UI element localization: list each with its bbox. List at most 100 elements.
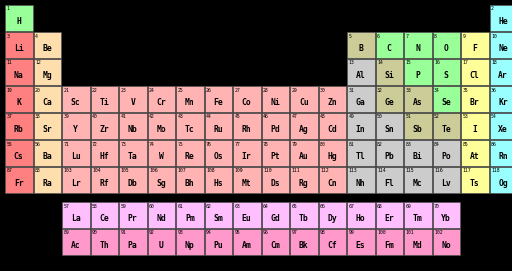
Bar [62,229,90,255]
Bar [91,229,118,255]
Bar [5,59,32,85]
Text: 17: 17 [462,60,468,66]
Text: Cr: Cr [156,98,166,107]
Text: 81: 81 [349,141,354,147]
Text: 101: 101 [406,231,414,235]
Text: Y: Y [73,125,78,134]
Text: 87: 87 [7,169,12,173]
Bar [433,202,460,228]
Text: Bi: Bi [413,152,422,162]
Bar [404,202,432,228]
Bar [91,202,118,228]
Text: I: I [472,125,477,134]
Text: 14: 14 [377,60,383,66]
Bar [119,140,146,166]
Bar [318,202,346,228]
Text: La: La [71,214,80,223]
Text: In: In [356,125,366,134]
Bar [233,202,261,228]
Text: 85: 85 [462,141,468,147]
Text: Ts: Ts [470,179,480,188]
Bar [318,140,346,166]
Text: As: As [413,98,422,107]
Text: Sn: Sn [385,125,394,134]
Bar [33,140,61,166]
Text: Os: Os [214,152,223,162]
Text: O: O [444,44,449,53]
Bar [375,113,403,139]
Text: Og: Og [498,179,508,188]
Text: Md: Md [413,241,422,250]
Bar [204,113,232,139]
Text: Rn: Rn [498,152,508,162]
Text: 114: 114 [377,169,386,173]
Text: Np: Np [185,241,195,250]
Text: 21: 21 [63,88,69,92]
Text: Br: Br [470,98,480,107]
Text: 51: 51 [406,115,411,120]
Bar [461,140,488,166]
Bar [62,140,90,166]
Bar [433,229,460,255]
Text: Po: Po [441,152,451,162]
Text: Hg: Hg [327,152,337,162]
Bar [5,86,32,112]
Text: Pm: Pm [185,214,195,223]
Text: Ho: Ho [356,214,366,223]
Text: 57: 57 [63,204,69,208]
Text: 16: 16 [434,60,440,66]
Bar [33,32,61,58]
Text: 20: 20 [35,88,41,92]
Bar [290,86,317,112]
Bar [489,167,512,193]
Bar [33,59,61,85]
Text: 109: 109 [234,169,243,173]
Bar [347,32,374,58]
Text: Mg: Mg [42,71,52,80]
Text: Fr: Fr [14,179,24,188]
Bar [461,113,488,139]
Text: Fe: Fe [214,98,223,107]
Bar [290,202,317,228]
Bar [489,86,512,112]
Text: Zr: Zr [99,125,109,134]
Text: Cm: Cm [270,241,280,250]
Text: 6: 6 [377,34,380,38]
Text: Cf: Cf [327,241,337,250]
Bar [375,202,403,228]
Text: Ti: Ti [99,98,109,107]
Text: 70: 70 [434,204,440,208]
Text: Ce: Ce [99,214,109,223]
Text: 64: 64 [263,204,269,208]
Text: Fl: Fl [385,179,394,188]
Text: 103: 103 [63,169,72,173]
Text: 37: 37 [7,115,12,120]
Bar [262,167,289,193]
Text: Cl: Cl [470,71,480,80]
Text: 26: 26 [206,88,212,92]
Text: 111: 111 [291,169,300,173]
Bar [375,86,403,112]
Bar [433,86,460,112]
Bar [433,167,460,193]
Text: 105: 105 [120,169,129,173]
Text: 77: 77 [234,141,240,147]
Text: 67: 67 [349,204,354,208]
Text: 18: 18 [491,60,497,66]
Text: Sb: Sb [413,125,422,134]
Text: Gd: Gd [270,214,280,223]
Text: K: K [16,98,21,107]
Text: 68: 68 [377,204,383,208]
Bar [176,167,203,193]
Text: Bh: Bh [185,179,195,188]
Bar [204,202,232,228]
Bar [147,140,175,166]
Text: Ga: Ga [356,98,366,107]
Bar [147,86,175,112]
Text: 44: 44 [206,115,212,120]
Bar [5,167,32,193]
Bar [204,229,232,255]
Text: 32: 32 [377,88,383,92]
Text: Re: Re [185,152,195,162]
Bar [318,167,346,193]
